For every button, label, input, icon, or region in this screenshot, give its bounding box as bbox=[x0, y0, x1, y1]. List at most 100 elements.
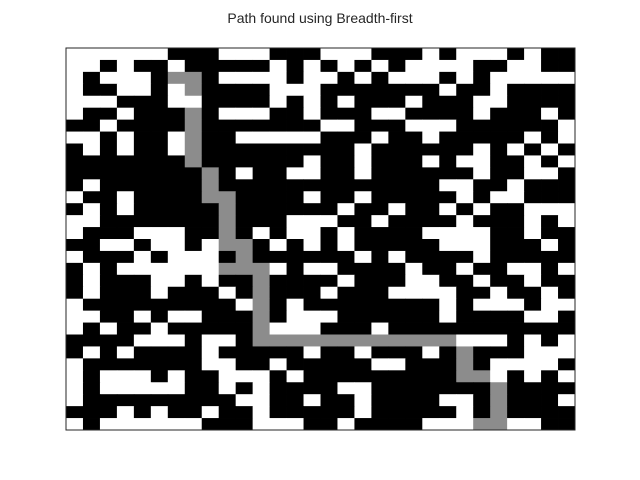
cell-wall-r3-c1 bbox=[82, 83, 101, 97]
cell-open-r2-c15 bbox=[320, 71, 338, 85]
cell-wall-r24-c28 bbox=[541, 334, 559, 347]
cell-wall-r6-c18 bbox=[371, 119, 389, 132]
cell-open-r4-c12 bbox=[269, 95, 287, 109]
cell-open-r1-c20 bbox=[405, 59, 423, 73]
cell-wall-r11-c29 bbox=[558, 179, 576, 192]
cell-wall-r12-c7 bbox=[184, 191, 203, 204]
cell-open-r16-c22 bbox=[439, 239, 457, 252]
cell-wall-r21-c4 bbox=[133, 298, 152, 312]
cell-wall-r6-c26 bbox=[507, 119, 525, 132]
cell-wall-r12-c4 bbox=[133, 191, 152, 204]
cell-open-r9-c23 bbox=[456, 155, 474, 168]
cell-open-r19-c5 bbox=[150, 274, 169, 288]
cell-wall-r5-c27 bbox=[524, 107, 542, 121]
cell-wall-r31-c1 bbox=[82, 418, 101, 431]
cell-wall-r20-c26 bbox=[507, 286, 525, 300]
cell-path-r24-c17 bbox=[354, 334, 372, 347]
cell-wall-r4-c17 bbox=[354, 95, 372, 109]
cell-wall-r25-c12 bbox=[269, 346, 287, 359]
cell-wall-r5-c8 bbox=[201, 107, 220, 121]
cell-open-r15-c21 bbox=[422, 227, 440, 240]
cell-wall-r12-c12 bbox=[269, 191, 287, 204]
cell-wall-r19-c19 bbox=[388, 274, 406, 288]
cell-wall-r8-c27 bbox=[524, 143, 542, 156]
cell-wall-r11-c12 bbox=[269, 179, 287, 192]
cell-wall-r18-c21 bbox=[422, 262, 440, 276]
cell-open-r2-c14 bbox=[303, 71, 321, 85]
cell-open-r22-c1 bbox=[82, 310, 101, 323]
cell-wall-r30-c19 bbox=[388, 406, 406, 419]
cell-wall-r11-c10 bbox=[235, 179, 254, 192]
cell-open-r26-c18 bbox=[371, 358, 389, 371]
cell-wall-r25-c5 bbox=[150, 346, 169, 359]
cell-open-r31-c3 bbox=[116, 418, 135, 431]
cell-wall-r11-c25 bbox=[490, 179, 508, 192]
cell-wall-r21-c19 bbox=[388, 298, 406, 312]
cell-wall-r31-c17 bbox=[354, 418, 372, 431]
cell-open-r8-c24 bbox=[473, 143, 491, 156]
cell-wall-r31-c15 bbox=[320, 418, 338, 431]
cell-wall-r9-c20 bbox=[405, 155, 423, 168]
cell-wall-r5-c22 bbox=[439, 107, 457, 121]
cell-wall-r12-c20 bbox=[405, 191, 423, 204]
cell-wall-r21-c12 bbox=[269, 298, 287, 312]
cell-wall-r12-c29 bbox=[558, 191, 576, 204]
cell-wall-r21-c23 bbox=[456, 298, 474, 312]
cell-open-r12-c23 bbox=[456, 191, 474, 204]
cell-wall-r17-c16 bbox=[337, 250, 355, 264]
cell-wall-r4-c5 bbox=[150, 95, 169, 109]
cell-wall-r28-c19 bbox=[388, 382, 406, 395]
cell-wall-r29-c13 bbox=[286, 394, 304, 407]
cell-wall-r1-c9 bbox=[218, 59, 237, 73]
cell-open-r9-c29 bbox=[558, 155, 576, 168]
cell-open-r25-c14 bbox=[303, 346, 321, 359]
cell-open-r10-c28 bbox=[541, 167, 559, 180]
cell-open-r26-c27 bbox=[524, 358, 542, 371]
cell-wall-r24-c1 bbox=[82, 334, 101, 347]
cell-open-r2-c27 bbox=[524, 71, 542, 85]
cell-wall-r29-c4 bbox=[133, 394, 152, 407]
cell-wall-r21-c2 bbox=[99, 298, 118, 312]
cell-wall-r17-c29 bbox=[558, 250, 576, 264]
cell-open-r28-c4 bbox=[133, 382, 152, 395]
cell-open-r1-c26 bbox=[507, 59, 525, 73]
cell-open-r28-c5 bbox=[150, 382, 169, 395]
cell-open-r17-c4 bbox=[133, 250, 152, 264]
cell-open-r22-c27 bbox=[524, 310, 542, 323]
cell-open-r27-c9 bbox=[218, 370, 237, 383]
cell-wall-r7-c17 bbox=[354, 131, 372, 144]
cell-open-r31-c13 bbox=[286, 418, 304, 431]
cell-open-r14-c18 bbox=[371, 215, 389, 228]
cell-wall-r6-c6 bbox=[167, 119, 186, 132]
cell-wall-r16-c15 bbox=[320, 239, 338, 252]
cell-wall-r12-c5 bbox=[150, 191, 169, 204]
cell-open-r7-c21 bbox=[422, 131, 440, 144]
cell-wall-r17-c9 bbox=[218, 250, 237, 264]
cell-open-r7-c29 bbox=[558, 131, 576, 144]
cell-wall-r21-c14 bbox=[303, 298, 321, 312]
cell-wall-r10-c5 bbox=[150, 167, 169, 180]
cell-wall-r8-c19 bbox=[388, 143, 406, 156]
cell-path-r24-c13 bbox=[286, 334, 304, 347]
cell-wall-r10-c1 bbox=[82, 167, 101, 180]
cell-open-r31-c6 bbox=[167, 418, 186, 431]
cell-wall-r21-c5 bbox=[150, 298, 169, 312]
cell-wall-r17-c1 bbox=[82, 250, 101, 264]
cell-open-r21-c24 bbox=[473, 298, 491, 312]
cell-wall-r14-c25 bbox=[490, 215, 508, 228]
cell-open-r24-c24 bbox=[473, 334, 491, 347]
cell-open-r14-c15 bbox=[320, 215, 338, 228]
cell-wall-r14-c10 bbox=[235, 215, 254, 228]
cell-open-r23-c5 bbox=[150, 322, 169, 335]
cell-path-r24-c14 bbox=[303, 334, 321, 347]
cell-open-r29-c0 bbox=[66, 394, 84, 407]
cell-wall-r25-c15 bbox=[320, 346, 338, 359]
cell-wall-r11-c18 bbox=[371, 179, 389, 192]
cell-wall-r22-c12 bbox=[269, 310, 287, 323]
cell-open-r1-c1 bbox=[82, 59, 101, 73]
cell-open-r15-c24 bbox=[473, 227, 491, 240]
cell-path-r24-c21 bbox=[422, 334, 440, 347]
cell-open-r14-c13 bbox=[286, 215, 304, 228]
cell-wall-r20-c10 bbox=[235, 286, 254, 300]
cell-wall-r21-c15 bbox=[320, 298, 338, 312]
